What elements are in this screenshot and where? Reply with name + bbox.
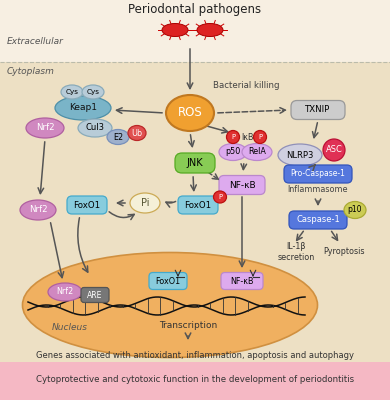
Text: Pro-Caspase-1: Pro-Caspase-1 xyxy=(291,170,346,178)
Text: NF-κB: NF-κB xyxy=(229,180,255,190)
Text: Cytoplasm: Cytoplasm xyxy=(7,68,55,76)
Text: IL-1β
secretion: IL-1β secretion xyxy=(277,242,315,262)
Text: Pyroptosis: Pyroptosis xyxy=(323,248,365,256)
Ellipse shape xyxy=(219,144,247,160)
Ellipse shape xyxy=(23,252,317,358)
Ellipse shape xyxy=(82,85,104,99)
FancyBboxPatch shape xyxy=(0,62,390,362)
Text: FoxO1: FoxO1 xyxy=(156,276,181,286)
Text: ROS: ROS xyxy=(177,106,202,120)
FancyBboxPatch shape xyxy=(175,153,215,173)
Text: Keap1: Keap1 xyxy=(69,104,97,112)
Text: P: P xyxy=(258,134,262,140)
FancyBboxPatch shape xyxy=(81,288,109,302)
Text: ASC: ASC xyxy=(326,146,342,154)
Text: Genes associated with antioxidant, inflammation, apoptosis and autophagy: Genes associated with antioxidant, infla… xyxy=(36,352,354,360)
FancyBboxPatch shape xyxy=(0,362,390,400)
Text: NLRP3: NLRP3 xyxy=(286,150,314,160)
Text: Caspase-1: Caspase-1 xyxy=(296,216,340,224)
Ellipse shape xyxy=(78,119,112,137)
Text: Pi: Pi xyxy=(141,198,149,208)
Text: Ub: Ub xyxy=(131,128,143,138)
Text: E2: E2 xyxy=(113,132,123,142)
FancyBboxPatch shape xyxy=(289,211,347,229)
Text: NF-κB: NF-κB xyxy=(230,276,254,286)
Ellipse shape xyxy=(197,24,223,36)
Text: Cul3: Cul3 xyxy=(85,124,105,132)
Text: Bacterial killing: Bacterial killing xyxy=(213,80,280,90)
Text: P: P xyxy=(231,134,235,140)
Ellipse shape xyxy=(128,126,146,140)
FancyBboxPatch shape xyxy=(0,0,390,62)
Text: Nrf2: Nrf2 xyxy=(36,124,54,132)
Text: ARE: ARE xyxy=(87,290,103,300)
Ellipse shape xyxy=(227,130,239,144)
Text: IκB: IκB xyxy=(241,134,253,142)
Text: Cytoprotective and cytotoxic function in the development of periodontitis: Cytoprotective and cytotoxic function in… xyxy=(36,376,354,384)
Ellipse shape xyxy=(278,144,322,166)
Ellipse shape xyxy=(344,202,366,218)
Text: TXNIP: TXNIP xyxy=(305,106,331,114)
FancyBboxPatch shape xyxy=(284,165,352,183)
Text: FoxO1: FoxO1 xyxy=(184,200,211,210)
FancyBboxPatch shape xyxy=(149,272,187,290)
Text: JNK: JNK xyxy=(187,158,203,168)
Text: Nrf2: Nrf2 xyxy=(29,206,47,214)
Ellipse shape xyxy=(323,139,345,161)
FancyBboxPatch shape xyxy=(67,196,107,214)
Text: FoxO1: FoxO1 xyxy=(73,200,101,210)
Text: p50: p50 xyxy=(225,148,241,156)
Ellipse shape xyxy=(55,96,111,120)
Text: RelA: RelA xyxy=(248,148,266,156)
Ellipse shape xyxy=(254,130,266,144)
Ellipse shape xyxy=(166,95,214,131)
Text: P: P xyxy=(218,194,222,200)
Text: p10: p10 xyxy=(348,206,362,214)
Text: Transcription: Transcription xyxy=(159,322,217,330)
Ellipse shape xyxy=(48,283,82,301)
Text: Periodontal pathogens: Periodontal pathogens xyxy=(128,4,262,16)
Ellipse shape xyxy=(162,24,188,36)
Ellipse shape xyxy=(107,130,129,144)
FancyBboxPatch shape xyxy=(178,196,218,214)
Ellipse shape xyxy=(20,200,56,220)
Text: Nrf2: Nrf2 xyxy=(57,288,74,296)
FancyBboxPatch shape xyxy=(291,100,345,120)
Text: Nucleus: Nucleus xyxy=(52,324,88,332)
Text: Inflammasome: Inflammasome xyxy=(288,186,348,194)
Ellipse shape xyxy=(242,144,272,160)
Ellipse shape xyxy=(130,193,160,213)
FancyBboxPatch shape xyxy=(219,176,265,194)
Text: Cys: Cys xyxy=(87,89,99,95)
FancyBboxPatch shape xyxy=(221,272,263,290)
Ellipse shape xyxy=(213,191,227,203)
Text: Cys: Cys xyxy=(66,89,78,95)
Ellipse shape xyxy=(26,118,64,138)
Ellipse shape xyxy=(61,85,83,99)
Text: Extracellular: Extracellular xyxy=(7,38,64,46)
